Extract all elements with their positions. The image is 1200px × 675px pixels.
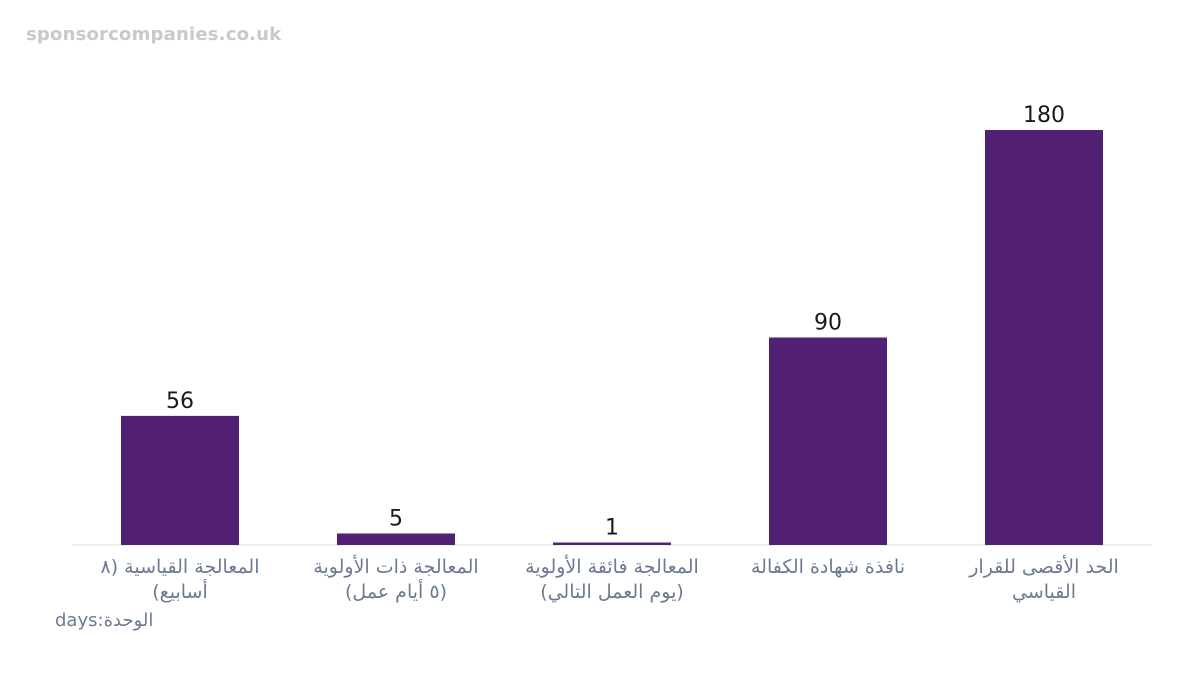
watermark: sponsorcompanies.co.uk bbox=[26, 24, 282, 45]
x-tick-label: (يوم العمل التالي) bbox=[540, 581, 684, 603]
bar-value-label: 180 bbox=[1023, 103, 1065, 128]
bar-value-label: 56 bbox=[166, 389, 194, 414]
x-tick-label: أسابيع) bbox=[152, 579, 208, 603]
bar bbox=[553, 542, 671, 545]
bar bbox=[337, 533, 455, 545]
bar-value-label: 90 bbox=[814, 311, 842, 336]
bar-value-label: 1 bbox=[605, 516, 619, 541]
bar bbox=[769, 337, 887, 545]
bar bbox=[121, 415, 239, 545]
x-tick-label: المعالجة ذات الأولوية bbox=[313, 555, 478, 578]
x-tick-label: الحد الأقصى للقرار bbox=[968, 555, 1119, 578]
x-tick-label: نافذة شهادة الكفالة bbox=[751, 556, 905, 578]
x-tick-label: المعالجة فائقة الأولوية bbox=[525, 555, 699, 578]
bars-group bbox=[121, 130, 1103, 545]
bar-value-label: 5 bbox=[389, 506, 403, 531]
x-tick-label: القياسي bbox=[1012, 581, 1076, 603]
bar bbox=[985, 130, 1103, 545]
x-tick-label: المعالجة القياسية (٨ bbox=[101, 556, 260, 578]
value-labels-group: 56 5 1 90 180 bbox=[166, 103, 1065, 541]
unit-label: الوحدة:days bbox=[55, 610, 154, 631]
x-tick-label: (٥ أيام عمل) bbox=[345, 579, 447, 603]
